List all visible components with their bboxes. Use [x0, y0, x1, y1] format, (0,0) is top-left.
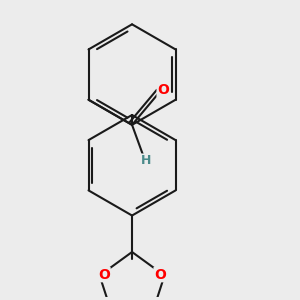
Text: O: O — [98, 268, 110, 282]
Text: H: H — [141, 154, 151, 167]
Text: O: O — [154, 268, 166, 282]
Text: O: O — [157, 83, 169, 97]
